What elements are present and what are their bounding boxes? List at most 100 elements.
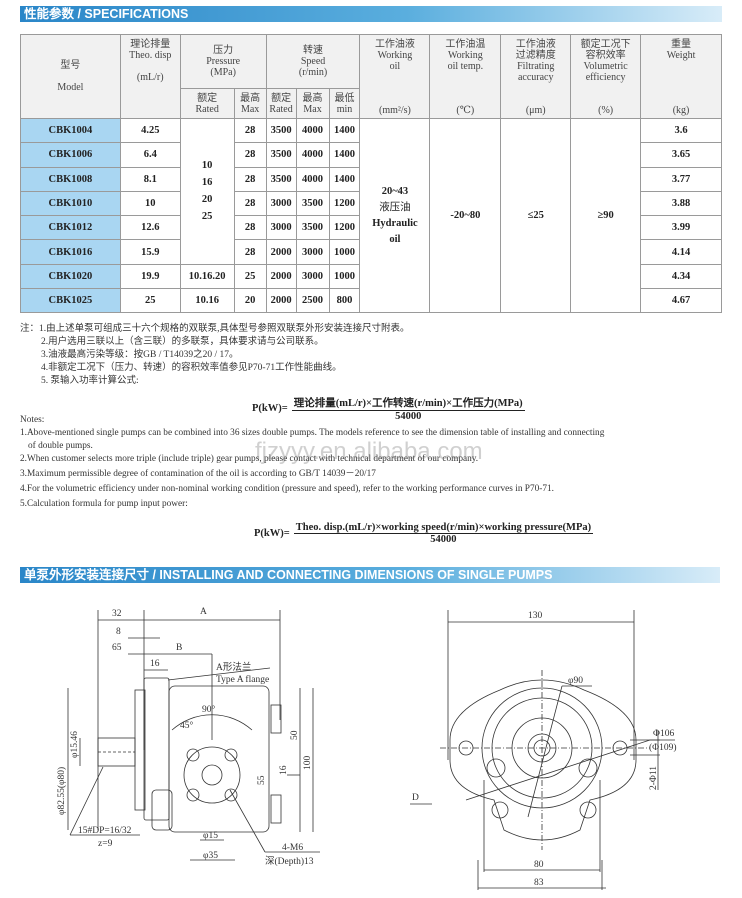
dim-130: 130 bbox=[528, 611, 543, 621]
pressure-rated-value: 16 bbox=[201, 177, 213, 189]
dim-16-v: 16 bbox=[279, 765, 289, 775]
header-oil: 工作油液 Working oil (mm²/s) bbox=[359, 34, 431, 119]
header-model: 型号 Model bbox=[20, 34, 121, 119]
dim-65: 65 bbox=[112, 643, 122, 653]
cell-pressure-rated-group: 10 16 20 25 bbox=[179, 118, 235, 265]
cell-speed-rated: 3500 bbox=[265, 166, 297, 192]
cell-speed-min: 1200 bbox=[328, 190, 361, 217]
cell-speed-rated: 3500 bbox=[265, 117, 297, 144]
table-row: CBK1020 19.9 10.16.20 25 2000 3000 1000 4.34 bbox=[20, 263, 722, 290]
note-en-1-cont: of double pumps. bbox=[28, 441, 93, 451]
cell-speed-max: 2500 bbox=[295, 288, 330, 314]
dim-45-deg: 45° bbox=[180, 720, 194, 731]
oil-value-line: Hydraulic bbox=[372, 218, 418, 230]
cell-disp: 4.25 bbox=[119, 117, 181, 144]
thread-label: 4-M6 bbox=[282, 843, 303, 853]
dim-50: 50 bbox=[290, 730, 300, 740]
cell-speed-rated: 2000 bbox=[265, 263, 297, 290]
cell-pressure-max: 20 bbox=[233, 288, 267, 314]
cell-model: CBK1025 bbox=[20, 288, 121, 314]
table-row: CBK1006 6.4 28 3500 4000 1400 3.65 bbox=[20, 142, 722, 168]
pressure-rated-value: 10 bbox=[201, 160, 213, 172]
dim-phi35: φ35 bbox=[203, 851, 218, 861]
oil-value-line: oil bbox=[389, 234, 401, 246]
cell-disp: 12.6 bbox=[119, 215, 181, 241]
cell-speed-max: 3500 bbox=[295, 215, 330, 241]
cell-model: CBK1010 bbox=[20, 190, 121, 217]
cell-speed-min: 1000 bbox=[328, 239, 361, 265]
cell-disp: 15.9 bbox=[119, 239, 181, 265]
dim-phi82: φ82.55(φ80) bbox=[56, 767, 67, 815]
cell-speed-rated: 3500 bbox=[265, 142, 297, 168]
cell-speed-min: 1400 bbox=[328, 166, 361, 192]
oil-value-line: 20~43 bbox=[381, 186, 409, 198]
dim-8: 8 bbox=[116, 627, 121, 637]
note-cn-1: 注：1.由上述单泵可组成三十六个规格的双联泵,具体型号参照双联泵外形安装连接尺寸… bbox=[20, 324, 410, 334]
dim-100: 100 bbox=[303, 756, 313, 771]
header-speed-max: 最高 Max bbox=[295, 88, 330, 119]
note-cn-2: 2.用户选用三联以上（含三联）的多联泵，具体要求请与公司联系。 bbox=[41, 337, 324, 347]
cell-speed-min: 800 bbox=[328, 288, 361, 314]
watermark: fjzyyy.en.alibaba.com bbox=[255, 438, 483, 465]
cell-speed-min: 1400 bbox=[328, 117, 361, 144]
cell-speed-rated: 3000 bbox=[265, 215, 297, 241]
cell-speed-max: 4000 bbox=[295, 117, 330, 144]
cell-pressure-max: 28 bbox=[233, 142, 267, 168]
cell-weight: 4.14 bbox=[640, 239, 722, 265]
table-row: CBK1008 8.1 28 3500 4000 1400 3.77 bbox=[20, 166, 722, 192]
cell-weight: 4.34 bbox=[640, 263, 722, 290]
dim-phi106: Φ106 bbox=[653, 729, 674, 739]
section-header-dimensions: 单泵外形安装连接尺寸 / INSTALLING AND CONNECTING D… bbox=[20, 567, 720, 583]
header-speed: 转速 Speed (r/min) bbox=[265, 34, 361, 89]
header-efficiency: 额定工况下 容积效率 Volumetric efficiency (%) bbox=[570, 34, 642, 119]
cell-model: CBK1020 bbox=[20, 263, 121, 290]
cell-speed-min: 1000 bbox=[328, 263, 361, 290]
header-disp: 理论排量 Theo. disp (mL/r) bbox=[119, 34, 181, 119]
header-speed-min: 最低 min bbox=[328, 88, 361, 119]
cell-speed-rated: 3000 bbox=[265, 190, 297, 217]
cell-disp: 6.4 bbox=[119, 142, 181, 168]
cell-speed-max: 3000 bbox=[295, 239, 330, 265]
dim-phi90: φ90 bbox=[568, 676, 583, 686]
formula-cn: P(kW)= 理论排量(mL/r)×工作转速(r/min)×工作压力(MPa) 5… bbox=[252, 395, 525, 422]
cell-pressure-max: 28 bbox=[233, 190, 267, 217]
dim-55: 55 bbox=[257, 775, 267, 785]
dim-a: A bbox=[200, 607, 207, 617]
oil-value-line: 液压油 bbox=[379, 202, 411, 214]
cell-pressure-max: 28 bbox=[233, 215, 267, 241]
spline-label: 15#DP=16/32 bbox=[78, 826, 132, 836]
cell-disp: 10 bbox=[119, 190, 181, 217]
front-view-drawing: 130 φ90 Φ106 (Φ109) D 2-Φ11 80 83 bbox=[410, 610, 677, 890]
formula-en: P(kW)= Theo. disp.(mL/r)×working speed(r… bbox=[254, 522, 594, 545]
cell-speed-max: 4000 bbox=[295, 142, 330, 168]
header-pressure-max: 最高 Max bbox=[233, 88, 267, 119]
header-pressure-rated: 额定 Rated bbox=[179, 88, 235, 119]
cell-speed-max: 3000 bbox=[295, 263, 330, 290]
note-en-2: 2.When customer selects more triple (inc… bbox=[20, 454, 479, 464]
dim-90-deg: 90° bbox=[202, 704, 216, 715]
cell-speed-max: 4000 bbox=[295, 166, 330, 192]
dim-83: 83 bbox=[534, 878, 544, 888]
cell-speed-rated: 2000 bbox=[265, 288, 297, 314]
dim-b: B bbox=[176, 643, 182, 653]
dim-16: 16 bbox=[150, 659, 160, 669]
cell-model: CBK1004 bbox=[20, 117, 121, 144]
pressure-rated-value: 20 bbox=[201, 194, 213, 206]
cell-speed-min: 1400 bbox=[328, 142, 361, 168]
cell-oil-temp: -20~80 bbox=[429, 117, 502, 314]
header-weight: 重量 Weight (kg) bbox=[640, 34, 722, 119]
note-en-5: 5.Calculation formula for pump input pow… bbox=[20, 499, 188, 509]
cell-model: CBK1006 bbox=[20, 142, 121, 168]
header-speed-rated: 额定 Rated bbox=[265, 88, 297, 119]
table-row: CBK1012 12.6 28 3000 3500 1200 3.99 bbox=[20, 215, 722, 241]
flange-label-cn: A形法兰 bbox=[216, 661, 251, 673]
notes-en-title: Notes: bbox=[20, 415, 45, 425]
side-view-drawing: 32 A 8 65 B 16 A形法兰 Type A flange 90° 45… bbox=[56, 607, 320, 867]
table-row: CBK1025 25 10.16 20 2000 2500 800 4.67 bbox=[20, 288, 722, 314]
pressure-rated-value: 25 bbox=[201, 211, 213, 223]
dim-32: 32 bbox=[112, 609, 122, 619]
cell-weight: 3.88 bbox=[640, 190, 722, 217]
cell-filter: ≤25 bbox=[500, 117, 572, 314]
view-d-label: D bbox=[412, 793, 419, 803]
cell-speed-rated: 2000 bbox=[265, 239, 297, 265]
